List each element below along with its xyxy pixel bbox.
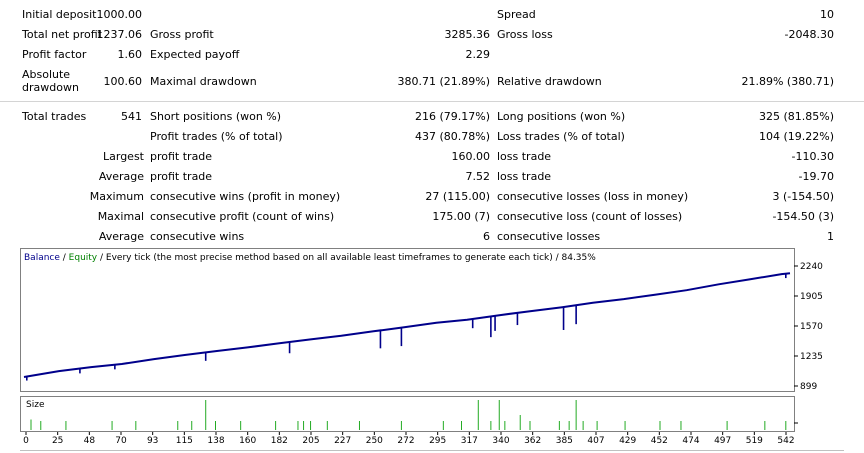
x-tick-label: 385 — [556, 436, 573, 446]
legend-equity: Equity — [69, 253, 98, 263]
legend-balance: Balance — [24, 253, 60, 263]
x-tick-label: 250 — [366, 436, 383, 446]
largest-profit-value: 160.00 — [451, 150, 491, 163]
y-tick-label: 1905 — [800, 292, 823, 302]
x-tick-label: 362 — [524, 436, 541, 446]
maximal-profit-label: consecutive profit (count of wins) — [150, 210, 335, 223]
x-tick-label: 542 — [777, 436, 794, 446]
short-positions-label: Short positions (won %) — [150, 110, 282, 123]
loss-trades-value: 104 (19.22%) — [758, 130, 834, 143]
relative-drawdown-label: Relative drawdown — [497, 75, 602, 88]
largest-loss-value: -110.30 — [791, 150, 834, 163]
absolute-drawdown-label-2: drawdown — [22, 81, 79, 94]
average-profit-value: 7.52 — [465, 170, 491, 183]
x-tick-label: 25 — [52, 436, 63, 446]
maximum-losses-value: 3 (-154.50) — [772, 190, 834, 203]
gross-profit-value: 3285.36 — [444, 28, 491, 41]
short-positions-value: 216 (79.17%) — [414, 110, 490, 123]
balance-line — [23, 272, 791, 378]
absolute-drawdown-label-1: Absolute — [22, 68, 71, 81]
y-tick-label: 2240 — [800, 262, 823, 272]
maximum-wins-label: consecutive wins (profit in money) — [150, 190, 341, 203]
initial-deposit-value: 1000.00 — [96, 8, 143, 21]
x-tick-label: 48 — [84, 436, 96, 446]
y-tick-label: 1570 — [800, 322, 823, 332]
x-tick-label: 497 — [714, 436, 731, 446]
maximal-drawdown-value: 380.71 (21.89%) — [397, 75, 490, 88]
total-net-profit-value: 1237.06 — [96, 28, 143, 41]
initial-deposit-label: Initial deposit — [22, 8, 97, 21]
total-net-profit-label: Total net profit — [22, 28, 102, 41]
gross-profit-label: Gross profit — [150, 28, 214, 41]
x-tick-label: 340 — [492, 436, 509, 446]
maximum-label: Maximum — [89, 190, 144, 203]
x-tick-label: 205 — [302, 436, 319, 446]
x-tick-label: 70 — [115, 436, 127, 446]
maximal-loss-label: consecutive loss (count of losses) — [497, 210, 683, 223]
x-tick-label: 407 — [587, 436, 604, 446]
long-positions-value: 325 (81.85%) — [758, 110, 834, 123]
average-consecutive-wins-value: 6 — [483, 230, 490, 243]
gross-loss-label: Gross loss — [497, 28, 553, 41]
balance-chart: Balance / Equity / Every tick (the most … — [20, 248, 823, 446]
bottom-border — [20, 450, 844, 451]
loss-trades-label: Loss trades (% of total) — [497, 130, 625, 143]
average-consecutive-wins-label: consecutive wins — [150, 230, 245, 243]
spread-label: Spread — [497, 8, 536, 21]
average-label: Average — [98, 170, 144, 183]
maximal-drawdown-label: Maximal drawdown — [150, 75, 257, 88]
average-loss-label: loss trade — [497, 170, 552, 183]
profit-factor-value: 1.60 — [117, 48, 143, 61]
x-tick-label: 452 — [651, 436, 668, 446]
maximum-losses-label: consecutive losses (loss in money) — [497, 190, 689, 203]
x-tick-label: 182 — [271, 436, 288, 446]
maximal-label: Maximal — [97, 210, 144, 223]
expected-payoff-label: Expected payoff — [150, 48, 240, 61]
svg-text:Balance / Equity / Every tick: Balance / Equity / Every tick (the most … — [24, 253, 596, 263]
average-profit-label: profit trade — [150, 170, 213, 183]
average-consecutive-label: Average — [98, 230, 144, 243]
profit-factor-label: Profit factor — [22, 48, 87, 61]
average-loss-value: -19.70 — [798, 170, 834, 183]
x-tick-label: 115 — [176, 436, 193, 446]
largest-label: Largest — [103, 150, 144, 163]
x-tick-label: 93 — [147, 436, 158, 446]
average-consecutive-losses-label: consecutive losses — [497, 230, 601, 243]
x-tick-label: 138 — [207, 436, 224, 446]
x-tick-label: 519 — [746, 436, 763, 446]
relative-drawdown-value: 21.89% (380.71) — [741, 75, 834, 88]
average-consecutive-losses-value: 1 — [827, 230, 834, 243]
legend-description: / Every tick (the most precise method ba… — [97, 253, 596, 263]
x-tick-label: 295 — [429, 436, 446, 446]
x-tick-label: 272 — [397, 436, 414, 446]
total-trades-label: Total trades — [22, 110, 87, 123]
x-tick-label: 317 — [461, 436, 478, 446]
y-tick-label: 899 — [800, 382, 817, 392]
maximal-profit-value: 175.00 (7) — [432, 210, 490, 223]
expected-payoff-value: 2.29 — [465, 48, 491, 61]
x-tick-label: 0 — [23, 436, 29, 446]
size-label: Size — [26, 400, 45, 410]
x-tick-label: 160 — [239, 436, 256, 446]
profit-trades-label: Profit trades (% of total) — [150, 130, 283, 143]
long-positions-label: Long positions (won %) — [497, 110, 626, 123]
profit-trades-value: 437 (80.78%) — [414, 130, 490, 143]
absolute-drawdown-value: 100.60 — [103, 75, 143, 88]
section-divider — [0, 101, 864, 102]
y-tick-label: 1235 — [800, 352, 823, 362]
maximal-loss-value: -154.50 (3) — [772, 210, 834, 223]
spread-value: 10 — [820, 8, 834, 21]
largest-loss-label: loss trade — [497, 150, 552, 163]
x-tick-label: 429 — [619, 436, 636, 446]
x-tick-label: 227 — [334, 436, 351, 446]
maximum-wins-value: 27 (115.00) — [425, 190, 490, 203]
gross-loss-value: -2048.30 — [784, 28, 834, 41]
largest-profit-label: profit trade — [150, 150, 213, 163]
size-plot-frame — [20, 396, 795, 432]
total-trades-value: 541 — [121, 110, 142, 123]
balance-plot-frame — [20, 248, 795, 392]
legend-sep: / — [60, 253, 69, 263]
x-tick-label: 474 — [682, 436, 699, 446]
